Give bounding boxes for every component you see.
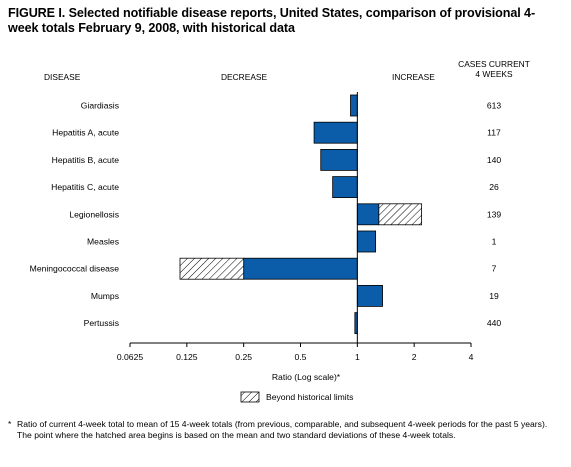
- hatch-bar-legionellosis: [378, 203, 423, 226]
- footnote-text: Ratio of current 4-week total to mean of…: [17, 419, 548, 440]
- bar-hepatitis-c-acute: [332, 176, 358, 199]
- x-axis: 0.0625 0.125 0.25 0.5 1 2 4: [117, 92, 474, 362]
- increase-header: INCREASE: [392, 72, 435, 82]
- category-label-measles: Measles: [87, 237, 119, 247]
- legend: Beyond historical limits: [240, 391, 353, 403]
- bar-meningococcal-disease: [243, 257, 358, 280]
- decrease-header: DECREASE: [221, 72, 268, 82]
- bar-giardiasis: [350, 94, 358, 117]
- category-label-hepatitis-b-acute: Hepatitis B, acute: [52, 155, 120, 165]
- category-label-pertussis: Pertussis: [84, 318, 119, 328]
- legend-label: Beyond historical limits: [266, 392, 353, 402]
- bar-measles: [356, 230, 377, 253]
- x-tick-label: 0.5: [295, 352, 307, 362]
- footnote-marker: *: [8, 419, 12, 429]
- bar-mumps: [356, 284, 383, 307]
- cases-header-line1: CASES CURRENT: [458, 59, 530, 69]
- category-label-meningococcal-disease: Meningococcal disease: [30, 264, 120, 274]
- cases-value-giardiasis: 613: [487, 101, 502, 111]
- cases-value-hepatitis-a-acute: 117: [487, 128, 501, 138]
- legend-hatch-swatch: [240, 391, 260, 403]
- footnote: * Ratio of current 4-week total to mean …: [8, 419, 561, 440]
- category-label-mumps: Mumps: [91, 291, 119, 301]
- cases-values: 613 117 140 26 139 1 7 19 440: [487, 101, 502, 329]
- category-label-legionellosis: Legionellosis: [69, 209, 119, 219]
- figure-title: FIGURE I. Selected notifiable disease re…: [8, 6, 536, 35]
- x-tick-label: 0.25: [235, 352, 252, 362]
- cases-value-measles: 1: [492, 237, 497, 247]
- hatch-bar-meningococcal-disease: [179, 257, 245, 280]
- bar-hepatitis-a-acute: [313, 121, 358, 144]
- cases-value-hepatitis-b-acute: 140: [487, 155, 502, 165]
- cases-value-meningococcal-disease: 7: [492, 264, 497, 274]
- x-tick-label: 0.125: [176, 352, 198, 362]
- category-label-hepatitis-c-acute: Hepatitis C, acute: [51, 182, 119, 192]
- cases-value-hepatitis-c-acute: 26: [489, 182, 499, 192]
- x-axis-label: Ratio (Log scale)*: [272, 372, 341, 382]
- disease-column-header: DISEASE: [44, 72, 81, 82]
- x-tick-label: 4: [469, 352, 474, 362]
- x-tick-label: 2: [412, 352, 417, 362]
- cases-column-header: CASES CURRENT 4 WEEKS: [454, 59, 534, 79]
- x-tick-label: 0.0625: [117, 352, 144, 362]
- cases-value-mumps: 19: [489, 291, 499, 301]
- cases-value-legionellosis: 139: [487, 209, 502, 219]
- cases-value-pertussis: 440: [487, 318, 502, 328]
- bar-legionellosis: [356, 203, 380, 226]
- category-label-hepatitis-a-acute: Hepatitis A, acute: [52, 128, 119, 138]
- cases-header-line2: 4 WEEKS: [475, 69, 513, 79]
- category-labels: Giardiasis Hepatitis A, acute Hepatitis B,…: [30, 101, 120, 329]
- x-tick-label: 1: [355, 352, 360, 362]
- category-label-giardiasis: Giardiasis: [81, 101, 119, 111]
- bars-layer: [179, 94, 423, 335]
- bar-hepatitis-b-acute: [320, 148, 358, 171]
